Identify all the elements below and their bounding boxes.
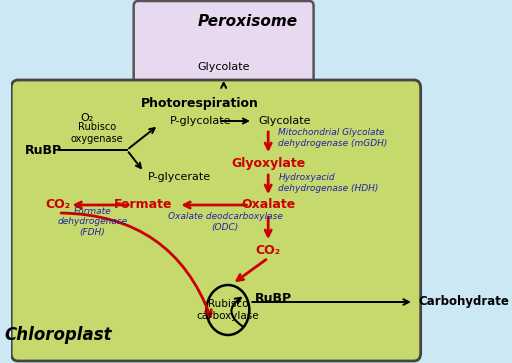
Text: Chloroplast: Chloroplast xyxy=(5,326,112,344)
Text: Glycolate: Glycolate xyxy=(258,116,310,126)
Text: CO₂: CO₂ xyxy=(46,199,71,212)
Text: Rubisco
oxygenase: Rubisco oxygenase xyxy=(71,122,123,144)
Text: Peroxisome: Peroxisome xyxy=(198,15,298,29)
Text: Oxalate: Oxalate xyxy=(241,199,295,212)
Text: Oxalate deodcarboxylase
(ODC): Oxalate deodcarboxylase (ODC) xyxy=(168,212,283,232)
FancyBboxPatch shape xyxy=(134,1,313,89)
Text: Rubisco
carboxylase: Rubisco carboxylase xyxy=(197,299,259,321)
Text: P-glycerate: P-glycerate xyxy=(148,172,211,182)
Text: RuBP: RuBP xyxy=(255,291,292,305)
Text: Formate: Formate xyxy=(114,199,172,212)
Text: Glycolate: Glycolate xyxy=(198,62,250,72)
Text: P-glycolate: P-glycolate xyxy=(169,116,231,126)
Text: Glyoxylate: Glyoxylate xyxy=(231,156,305,170)
Text: CO₂: CO₂ xyxy=(255,244,281,257)
FancyBboxPatch shape xyxy=(9,0,453,363)
Text: Photorespiration: Photorespiration xyxy=(141,97,259,110)
Text: Carbohydrate: Carbohydrate xyxy=(418,295,509,309)
Text: O₂: O₂ xyxy=(80,113,93,123)
Text: Mitochondrial Glycolate
dehydrogenase (mGDH): Mitochondrial Glycolate dehydrogenase (m… xyxy=(279,128,388,148)
FancyBboxPatch shape xyxy=(11,80,421,361)
Text: RuBP: RuBP xyxy=(25,143,62,156)
Text: Formate
dehydrogenase
(FDH): Formate dehydrogenase (FDH) xyxy=(57,207,127,237)
Text: Hydroxyacid
dehydrogenase (HDH): Hydroxyacid dehydrogenase (HDH) xyxy=(279,173,379,193)
